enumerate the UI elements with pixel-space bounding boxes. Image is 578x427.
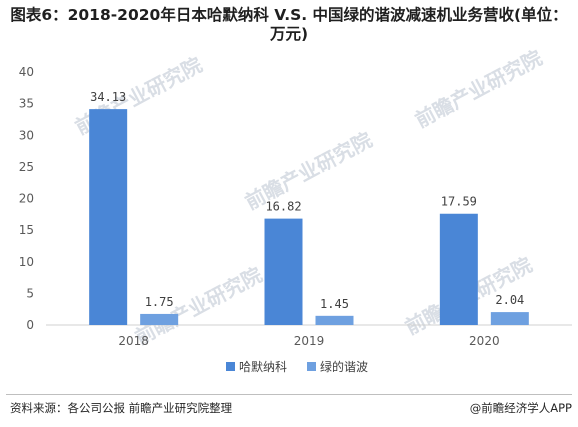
watermark-text: 前瞻产业研究院: [411, 45, 546, 132]
y-tick-label: 15: [19, 223, 34, 237]
y-tick-label: 5: [26, 286, 34, 300]
x-tick-label: 2020: [469, 334, 500, 348]
watermark-text: 前瞻产业研究院: [241, 127, 376, 214]
x-axis-ticks: 2018 2019 2020: [118, 334, 499, 348]
footer-divider: [6, 394, 572, 395]
source-note: 资料来源：各公司公报 前瞻产业研究院整理: [10, 401, 233, 415]
bars: [89, 109, 529, 325]
y-tick-label: 40: [19, 65, 34, 79]
chart-title: 图表6：2018-2020年日本哈默纳科 V.S. 中国绿的谐波减速机业务营收(…: [10, 6, 568, 43]
data-label: 34.13: [90, 90, 126, 104]
data-label: 17.59: [441, 195, 477, 209]
bar-leaderdrive-2020: [490, 312, 529, 325]
data-label: 1.45: [320, 297, 349, 311]
data-label: 1.75: [145, 295, 174, 309]
credit: @前瞻经济学人APP: [469, 401, 572, 415]
bar-harmonic-drive-2020: [439, 213, 478, 325]
x-tick-label: 2019: [294, 334, 325, 348]
y-tick-label: 35: [19, 97, 34, 111]
legend: 哈默纳科 绿的谐波: [226, 359, 368, 374]
data-labels: 34.13 1.75 16.82 1.45 17.59 2.04: [90, 90, 524, 311]
x-tick-label: 2018: [118, 334, 149, 348]
data-label: 2.04: [495, 293, 524, 307]
y-tick-label: 10: [19, 255, 34, 269]
legend-swatch: [226, 362, 235, 371]
data-label: 16.82: [265, 200, 301, 214]
bar-leaderdrive-2018: [140, 313, 179, 325]
y-axis-ticks: 0 5 10 15 20 25 30 35 40: [19, 65, 34, 332]
y-tick-label: 20: [19, 192, 34, 206]
y-tick-label: 0: [26, 318, 34, 332]
bar-harmonic-drive-2019: [264, 218, 303, 325]
legend-label: 哈默纳科: [239, 359, 287, 374]
y-tick-label: 25: [19, 160, 34, 174]
bar-harmonic-drive-2018: [89, 109, 128, 325]
legend-label: 绿的谐波: [320, 359, 368, 374]
bar-leaderdrive-2019: [315, 315, 354, 325]
y-tick-label: 30: [19, 128, 34, 142]
legend-swatch: [307, 362, 316, 371]
